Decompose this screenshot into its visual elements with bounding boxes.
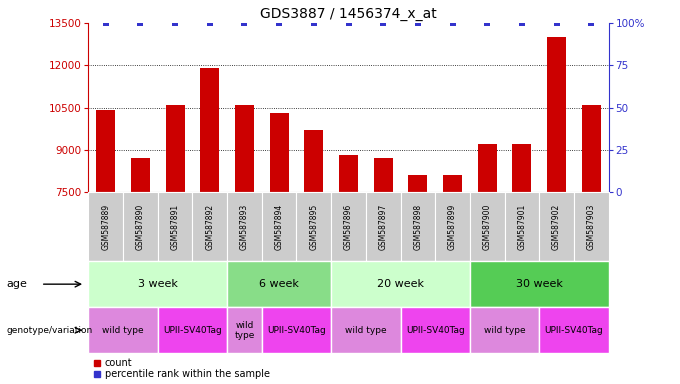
Text: GSM587894: GSM587894 xyxy=(275,204,284,250)
Text: 6 week: 6 week xyxy=(259,279,299,289)
Text: UPII-SV40Tag: UPII-SV40Tag xyxy=(406,326,464,335)
Bar xyxy=(366,192,401,261)
Bar xyxy=(235,105,254,192)
Bar xyxy=(158,307,227,353)
Text: GSM587900: GSM587900 xyxy=(483,204,492,250)
Legend: count, percentile rank within the sample: count, percentile rank within the sample xyxy=(93,358,270,379)
Text: wild
type: wild type xyxy=(235,321,254,339)
Text: GSM587891: GSM587891 xyxy=(171,204,180,250)
Text: GSM587903: GSM587903 xyxy=(587,204,596,250)
Text: UPII-SV40Tag: UPII-SV40Tag xyxy=(163,326,222,335)
Bar xyxy=(200,68,220,192)
Text: UPII-SV40Tag: UPII-SV40Tag xyxy=(267,326,326,335)
Bar xyxy=(88,307,158,353)
Text: genotype/variation: genotype/variation xyxy=(7,326,93,335)
Bar xyxy=(227,261,331,307)
Point xyxy=(101,20,112,26)
Bar xyxy=(262,307,331,353)
Point xyxy=(239,20,250,26)
Bar xyxy=(505,192,539,261)
Point xyxy=(378,20,389,26)
Bar xyxy=(470,261,609,307)
Bar xyxy=(131,158,150,192)
Bar xyxy=(192,192,227,261)
Bar xyxy=(401,307,470,353)
Bar xyxy=(331,261,470,307)
Text: GSM587895: GSM587895 xyxy=(309,204,318,250)
Text: GSM587898: GSM587898 xyxy=(413,204,422,250)
Bar xyxy=(262,192,296,261)
Text: GSM587897: GSM587897 xyxy=(379,204,388,250)
Bar xyxy=(539,192,574,261)
Text: age: age xyxy=(7,279,28,289)
Text: wild type: wild type xyxy=(102,326,144,335)
Point xyxy=(447,20,458,26)
Point xyxy=(412,20,423,26)
Point xyxy=(308,20,320,26)
Text: wild type: wild type xyxy=(345,326,387,335)
Title: GDS3887 / 1456374_x_at: GDS3887 / 1456374_x_at xyxy=(260,7,437,21)
Bar xyxy=(470,307,539,353)
Point xyxy=(204,20,215,26)
Bar xyxy=(165,105,185,192)
Text: 30 week: 30 week xyxy=(516,279,562,289)
Bar xyxy=(435,192,470,261)
Bar xyxy=(331,307,401,353)
Bar xyxy=(373,158,393,192)
Text: GSM587889: GSM587889 xyxy=(101,204,110,250)
Text: GSM587902: GSM587902 xyxy=(552,204,561,250)
Point xyxy=(273,20,284,26)
Bar xyxy=(227,192,262,261)
Bar xyxy=(581,105,601,192)
Bar xyxy=(443,175,462,192)
Bar xyxy=(408,175,428,192)
Bar xyxy=(304,130,324,192)
Bar xyxy=(296,192,331,261)
Bar xyxy=(88,261,227,307)
Bar xyxy=(88,192,123,261)
Bar xyxy=(401,192,435,261)
Bar xyxy=(477,144,497,192)
Text: GSM587893: GSM587893 xyxy=(240,204,249,250)
Text: UPII-SV40Tag: UPII-SV40Tag xyxy=(545,326,603,335)
Bar xyxy=(123,192,158,261)
Point xyxy=(551,20,562,26)
Text: GSM587892: GSM587892 xyxy=(205,204,214,250)
Point xyxy=(585,20,597,26)
Text: wild type: wild type xyxy=(483,326,526,335)
Bar xyxy=(339,156,358,192)
Bar xyxy=(547,37,566,192)
Bar xyxy=(574,192,609,261)
Point xyxy=(517,20,528,26)
Text: 20 week: 20 week xyxy=(377,279,424,289)
Point xyxy=(135,20,146,26)
Text: 3 week: 3 week xyxy=(138,279,177,289)
Bar xyxy=(512,144,532,192)
Bar xyxy=(269,113,289,192)
Bar xyxy=(331,192,366,261)
Bar xyxy=(158,192,192,261)
Bar xyxy=(96,110,116,192)
Text: GSM587899: GSM587899 xyxy=(448,204,457,250)
Bar xyxy=(470,192,505,261)
Point xyxy=(343,20,354,26)
Bar xyxy=(539,307,609,353)
Point xyxy=(170,20,181,26)
Bar xyxy=(227,307,262,353)
Text: GSM587901: GSM587901 xyxy=(517,204,526,250)
Text: GSM587896: GSM587896 xyxy=(344,204,353,250)
Point xyxy=(481,20,492,26)
Text: GSM587890: GSM587890 xyxy=(136,204,145,250)
